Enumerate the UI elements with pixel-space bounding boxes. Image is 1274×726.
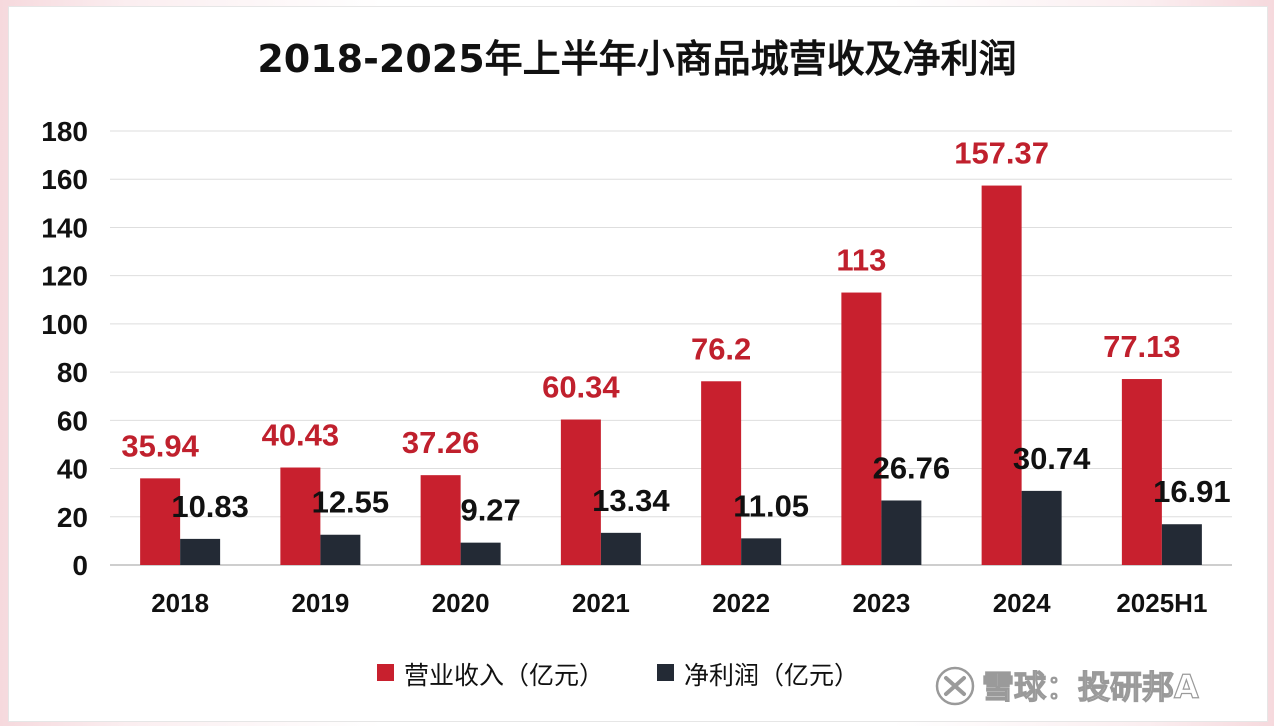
bar-revenue — [701, 381, 742, 565]
y-tick-label: 100 — [41, 309, 88, 340]
data-label-revenue: 37.26 — [402, 425, 480, 460]
x-tick-label: 2019 — [291, 588, 349, 618]
bar-revenue — [420, 475, 461, 565]
bar-revenue — [841, 292, 882, 565]
y-tick-label: 120 — [41, 261, 88, 292]
bar-revenue — [280, 467, 321, 565]
xueqiu-logo-icon — [935, 666, 975, 706]
data-label-net-profit: 10.83 — [171, 489, 249, 524]
data-label-net-profit: 13.34 — [592, 483, 670, 518]
legend-label-net-profit: 净利润（亿元） — [684, 661, 859, 690]
data-label-net-profit: 9.27 — [460, 493, 520, 528]
y-tick-label: 20 — [57, 502, 88, 533]
legend-swatch-revenue — [377, 664, 394, 681]
bar-revenue — [140, 478, 181, 565]
bar-net-profit — [1161, 524, 1202, 565]
chart-title: 2018-2025年上半年小商品城营收及净利润 — [257, 37, 1016, 81]
legend-swatch-net-profit — [657, 664, 674, 681]
x-tick-label: 2024 — [993, 588, 1051, 618]
y-tick-label: 60 — [57, 405, 88, 436]
y-tick-label: 0 — [72, 550, 88, 581]
bar-net-profit — [320, 534, 361, 565]
data-label-revenue: 77.13 — [1103, 329, 1181, 364]
x-tick-label: 2021 — [572, 588, 630, 618]
data-labels: 35.94 10.83 40.43 12.55 37.26 9.27 60.34 13.34 7… — [121, 136, 1230, 528]
watermark-text: 雪球：投研邦A — [982, 668, 1199, 706]
bars — [140, 185, 1202, 565]
legend-label-revenue: 营业收入（亿元） — [404, 661, 604, 690]
legend: 营业收入（亿元） 净利润（亿元） — [377, 661, 859, 690]
x-axis: 2018 2019 2020 2021 2022 2023 2024 2025H1 — [151, 588, 1207, 618]
watermark: 雪球：投研邦A — [935, 666, 1200, 707]
bar-revenue — [981, 185, 1022, 565]
y-tick-label: 40 — [57, 454, 88, 485]
data-label-revenue: 113 — [836, 243, 886, 278]
data-label-revenue: 157.37 — [954, 136, 1049, 171]
y-tick-label: 160 — [41, 164, 88, 195]
bar-net-profit — [460, 542, 501, 565]
bar-net-profit — [180, 538, 221, 565]
x-tick-label: 2022 — [712, 588, 770, 618]
bar-revenue — [560, 419, 601, 565]
chart-panel — [8, 6, 1268, 722]
x-tick-label: 2018 — [151, 588, 209, 618]
y-tick-label: 180 — [41, 116, 88, 147]
x-tick-label: 2025H1 — [1116, 588, 1207, 618]
data-label-net-profit: 16.91 — [1153, 474, 1231, 509]
data-label-revenue: 60.34 — [542, 370, 620, 405]
bar-net-profit — [600, 532, 641, 565]
x-tick-label: 2023 — [852, 588, 910, 618]
data-label-net-profit: 30.74 — [1013, 441, 1091, 476]
data-label-revenue: 40.43 — [262, 418, 340, 453]
x-tick-label: 2020 — [432, 588, 490, 618]
bar-net-profit — [881, 500, 922, 565]
y-axis: 0 20 40 60 80 100 120 140 160 180 — [41, 116, 88, 581]
grid-layer — [110, 130, 1232, 566]
data-label-net-profit: 26.76 — [873, 450, 951, 485]
data-label-revenue: 76.2 — [691, 331, 751, 366]
data-label-net-profit: 12.55 — [312, 485, 390, 520]
y-tick-label: 140 — [41, 212, 88, 243]
bar-net-profit — [1021, 490, 1062, 565]
data-label-net-profit: 11.05 — [733, 488, 809, 523]
data-label-revenue: 35.94 — [121, 428, 199, 463]
y-tick-label: 80 — [57, 357, 88, 388]
bar-revenue — [1121, 379, 1162, 565]
bar-net-profit — [741, 538, 782, 565]
